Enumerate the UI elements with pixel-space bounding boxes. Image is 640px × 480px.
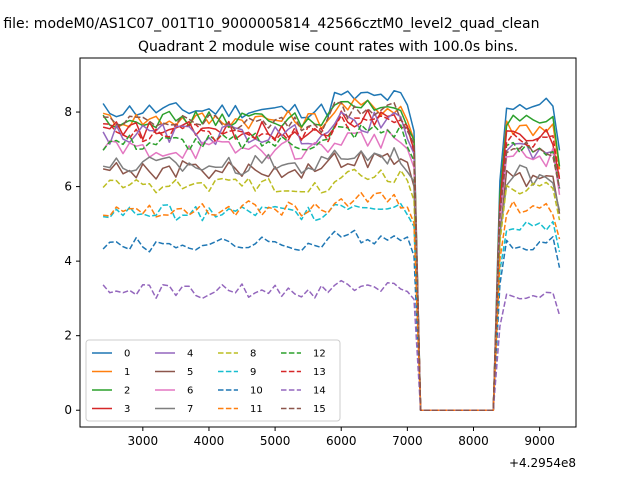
chart-title: Quadrant 2 module wise count rates with … [138,39,518,55]
x-tick-label: 3000 [128,434,159,448]
legend-label-2: 2 [124,386,130,397]
x-axis: 3000 4000 5000 6000 7000 8000 9000 [128,427,555,448]
axes-frame [79,57,577,428]
legend-label-12: 12 [313,349,326,360]
legend-label-5: 5 [187,367,193,378]
figure-suptitle: n file: modeM0/AS1C07_001T10_9000005814_… [0,16,539,32]
legend-label-0: 0 [124,349,130,360]
y-tick-label: 0 [64,403,72,417]
y-axis: 0 2 4 6 8 [64,105,80,417]
y-tick-label: 6 [64,180,72,194]
legend-label-1: 1 [124,367,130,378]
x-tick-label: 6000 [326,434,357,448]
y-tick-label: 2 [64,329,72,343]
series-line-11 [103,191,561,411]
x-tick-label: 7000 [392,434,423,448]
x-tick-label: 9000 [524,434,555,448]
x-tick-label: 5000 [260,434,291,448]
legend-label-7: 7 [187,404,193,415]
legend-label-13: 13 [313,367,326,378]
legend-label-6: 6 [187,386,193,397]
legend-label-11: 11 [250,404,263,415]
plot-area [102,89,561,411]
legend-label-9: 9 [250,367,256,378]
series-line-15 [103,101,561,411]
legend-box [85,339,341,422]
legend-label-4: 4 [187,349,193,360]
legend-label-15: 15 [313,404,326,415]
x-axis-offset-label: +4.2954e8 [509,456,576,470]
legend-label-10: 10 [250,386,263,397]
x-tick-label: 8000 [458,434,489,448]
y-tick-label: 8 [64,105,72,119]
legend-label-3: 3 [124,404,130,415]
y-tick-label: 4 [64,254,72,268]
legend-label-8: 8 [250,349,256,360]
legend-label-14: 14 [313,386,326,397]
x-tick-label: 4000 [194,434,225,448]
